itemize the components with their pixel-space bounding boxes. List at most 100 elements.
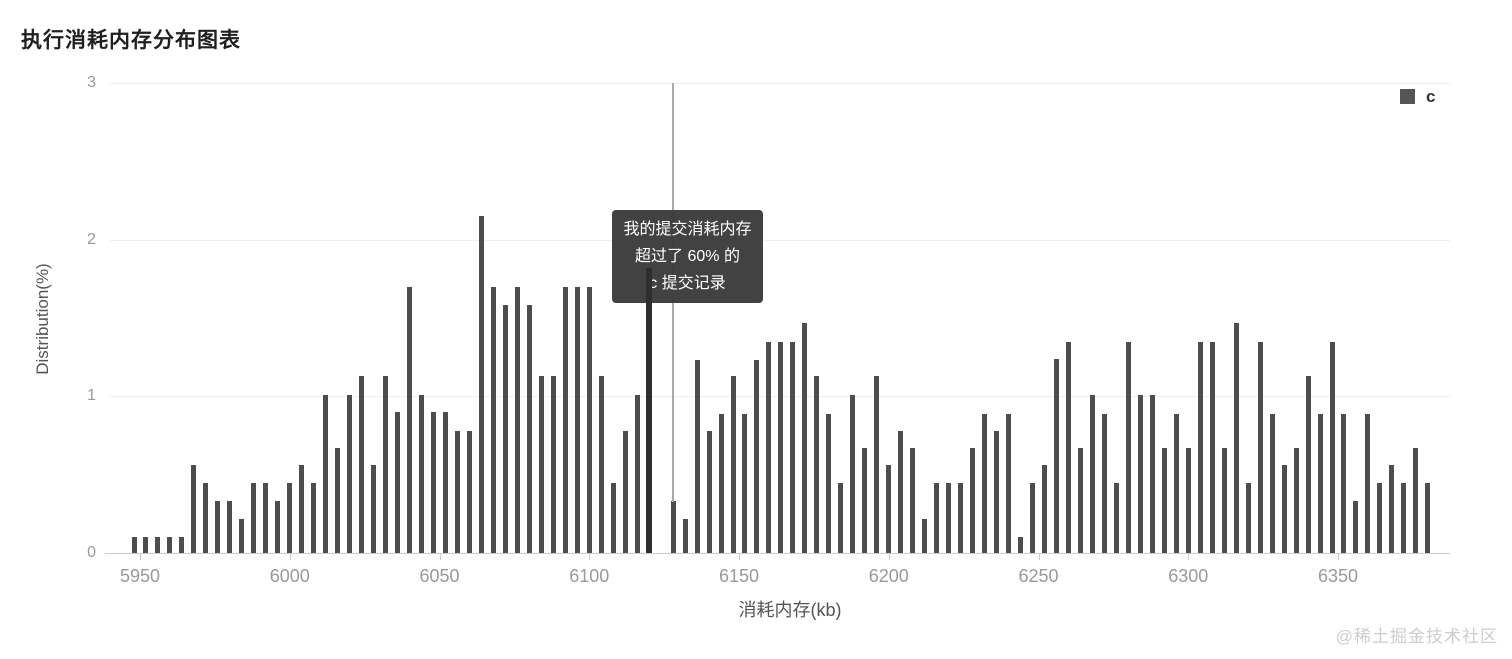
bar[interactable]: [466, 430, 472, 553]
bar[interactable]: [1413, 448, 1419, 553]
bar[interactable]: [442, 412, 448, 553]
bar[interactable]: [706, 430, 712, 553]
bar[interactable]: [263, 482, 269, 553]
bar[interactable]: [682, 518, 688, 553]
bar[interactable]: [850, 394, 856, 553]
bar[interactable]: [203, 482, 209, 553]
bar[interactable]: [586, 286, 592, 553]
bar[interactable]: [1401, 482, 1407, 553]
bar[interactable]: [131, 537, 137, 553]
bar[interactable]: [898, 430, 904, 553]
bar[interactable]: [1161, 448, 1167, 553]
bar[interactable]: [167, 537, 173, 553]
bar[interactable]: [454, 430, 460, 553]
bar[interactable]: [982, 413, 988, 553]
bar[interactable]: [359, 375, 365, 553]
bar[interactable]: [1353, 501, 1359, 553]
bar[interactable]: [227, 501, 233, 553]
bar[interactable]: [958, 482, 964, 553]
bar[interactable]: [826, 413, 832, 553]
bar[interactable]: [1137, 394, 1143, 553]
bar[interactable]: [574, 286, 580, 553]
bar[interactable]: [670, 501, 676, 553]
bar[interactable]: [1197, 341, 1203, 553]
bar[interactable]: [718, 413, 724, 553]
legend-item-c[interactable]: c: [1400, 88, 1435, 105]
bar[interactable]: [1006, 413, 1012, 553]
bar[interactable]: [1018, 537, 1024, 553]
bar[interactable]: [143, 537, 149, 553]
bar[interactable]: [766, 341, 772, 553]
bar[interactable]: [287, 482, 293, 553]
bar[interactable]: [490, 286, 496, 553]
bar[interactable]: [478, 216, 484, 553]
bar[interactable]: [1125, 341, 1131, 553]
bar[interactable]: [1341, 413, 1347, 553]
bar[interactable]: [790, 341, 796, 553]
bar[interactable]: [550, 375, 556, 553]
bar[interactable]: [431, 412, 436, 553]
bar[interactable]: [622, 430, 628, 553]
bar[interactable]: [1293, 448, 1299, 553]
bar[interactable]: [886, 465, 892, 553]
bar[interactable]: [1245, 482, 1251, 553]
bar[interactable]: [1233, 322, 1239, 553]
bar[interactable]: [395, 412, 401, 553]
bar[interactable]: [407, 286, 413, 553]
bar[interactable]: [239, 518, 245, 553]
bar[interactable]: [1329, 341, 1335, 553]
bar[interactable]: [742, 413, 748, 553]
bar[interactable]: [946, 482, 952, 553]
bar[interactable]: [275, 501, 281, 553]
bar[interactable]: [1101, 413, 1107, 553]
bar[interactable]: [1053, 358, 1059, 553]
bar[interactable]: [1281, 465, 1287, 553]
bar[interactable]: [179, 537, 185, 553]
bar[interactable]: [1221, 448, 1227, 553]
bar[interactable]: [814, 375, 820, 553]
bar[interactable]: [610, 482, 616, 553]
bar[interactable]: [1089, 394, 1095, 553]
bar[interactable]: [1065, 341, 1071, 553]
bar[interactable]: [347, 394, 353, 553]
bar[interactable]: [1305, 375, 1311, 553]
bar[interactable]: [862, 448, 868, 553]
bar[interactable]: [155, 537, 161, 553]
bar[interactable]: [371, 465, 377, 553]
bar[interactable]: [502, 305, 508, 553]
bar[interactable]: [562, 286, 568, 553]
bar[interactable]: [191, 465, 197, 553]
bar[interactable]: [874, 375, 880, 553]
bar[interactable]: [299, 465, 305, 553]
bar-my-submission[interactable]: [646, 267, 653, 553]
bar[interactable]: [335, 448, 341, 553]
bar[interactable]: [1149, 394, 1155, 553]
bar[interactable]: [1269, 413, 1275, 553]
bar[interactable]: [538, 375, 544, 553]
bar[interactable]: [1377, 482, 1383, 553]
bar[interactable]: [514, 286, 520, 553]
bar[interactable]: [311, 482, 317, 553]
bar[interactable]: [1365, 413, 1371, 553]
bar[interactable]: [383, 375, 389, 553]
bar[interactable]: [634, 394, 640, 553]
bar[interactable]: [1077, 448, 1083, 553]
bar[interactable]: [1425, 482, 1431, 553]
bar[interactable]: [419, 394, 425, 553]
bar[interactable]: [1041, 465, 1047, 553]
bar[interactable]: [802, 322, 808, 553]
bar[interactable]: [730, 375, 736, 553]
bar[interactable]: [778, 341, 784, 553]
bar[interactable]: [215, 501, 221, 553]
bar[interactable]: [1389, 465, 1395, 553]
bar[interactable]: [526, 305, 532, 553]
bar[interactable]: [1185, 448, 1191, 553]
bar[interactable]: [598, 375, 604, 553]
bar[interactable]: [934, 482, 940, 553]
bar[interactable]: [994, 430, 1000, 553]
bar[interactable]: [1317, 413, 1323, 553]
bar[interactable]: [694, 360, 700, 553]
bar[interactable]: [910, 448, 916, 553]
bar[interactable]: [251, 482, 257, 553]
bar[interactable]: [1113, 482, 1119, 553]
